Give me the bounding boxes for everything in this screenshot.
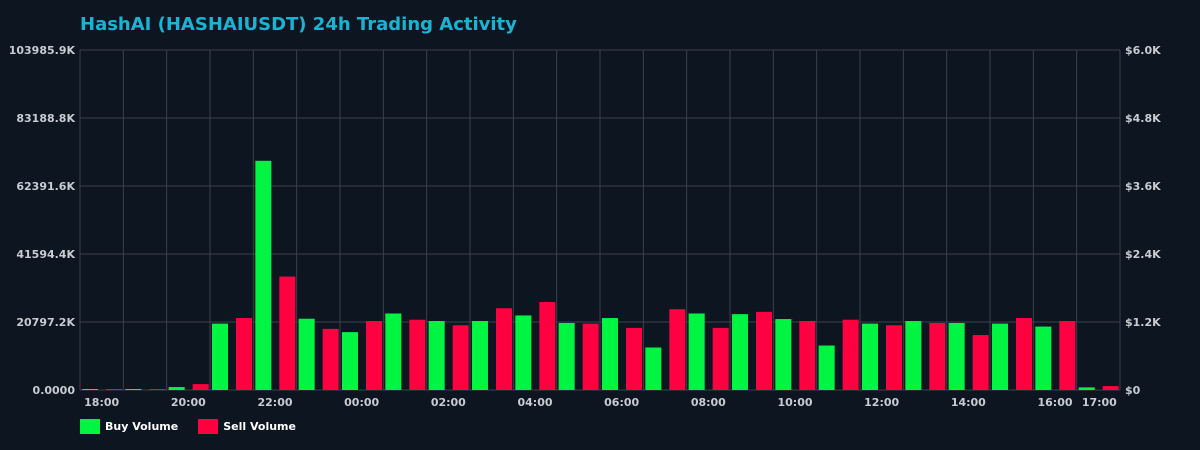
sell-bar-0800 (712, 327, 729, 390)
x-tick-label: 04:00 (517, 396, 552, 409)
sell-bar-1200 (886, 325, 902, 390)
buy-bar-1500 (992, 323, 1008, 390)
y-right-tick-label: $6.0K (1125, 44, 1161, 57)
sell-bar-1100 (842, 319, 859, 390)
buy-bar-0800 (688, 313, 705, 390)
sell-bar-1300 (929, 322, 946, 390)
sell-bar-0300 (496, 308, 512, 390)
x-axis: 18:00 20:00 22:00 00:00 02:00 04:00 06:00 08:00… (84, 396, 1117, 409)
y-right-tick-label: $2.4K (1125, 248, 1161, 261)
sell-bar-2200 (279, 276, 296, 390)
buy-bar-1300 (905, 321, 922, 390)
y-right-tick-label: $3.6K (1125, 180, 1161, 193)
buy-bar-2300 (298, 318, 315, 390)
y-left-tick-label: 62391.6K (16, 180, 75, 193)
buy-bar-0700 (645, 347, 662, 390)
x-tick-label: 06:00 (604, 396, 639, 409)
x-tick-label: 02:00 (431, 396, 466, 409)
x-tick-label: 10:00 (777, 396, 812, 409)
x-tick-label: 17:00 (1082, 396, 1117, 409)
y-left-tick-label: 83188.8K (16, 112, 75, 125)
sell-bar-0400 (539, 302, 556, 390)
x-tick-label: 18:00 (84, 396, 119, 409)
sell-bar-0100 (409, 319, 426, 390)
buy-bar-1800 (82, 389, 98, 390)
sell-bar-1700 (1102, 386, 1119, 390)
buy-bar-1900 (125, 389, 142, 390)
legend-swatch-sell (198, 419, 219, 434)
grid-lines (79, 49, 1121, 391)
sell-bar-0500 (582, 323, 599, 390)
sell-bar-0900 (756, 311, 772, 390)
legend-item-buy[interactable]: Buy Volume (80, 419, 178, 434)
y-right-tick-label: $1.2K (1125, 316, 1161, 329)
y-right-tick-label: $0 (1125, 384, 1141, 397)
legend-item-sell[interactable]: Sell Volume (198, 419, 296, 434)
chart-title: HashAI (HASHAIUSDT) 24h Trading Activity (80, 14, 517, 35)
x-tick-label: 16:00 (1037, 396, 1072, 409)
legend-swatch-buy (80, 419, 100, 434)
x-tick-label: 08:00 (691, 396, 726, 409)
y-left-tick-label: 103985.9K (9, 44, 76, 57)
sell-bar-0000 (366, 321, 382, 390)
buy-bar-1000 (775, 319, 792, 390)
buy-bar-0200 (428, 321, 445, 390)
legend-label-sell: Sell Volume (223, 420, 296, 433)
y-left-tick-label: 20797.2K (16, 316, 75, 329)
y-axis-left: 0.0000 20797.2K 41594.4K 62391.6K 83188.8K 10… (9, 44, 76, 397)
legend-label-buy: Buy Volume (105, 420, 179, 433)
sell-bar-1500 (1016, 318, 1032, 390)
buy-bar-1400 (948, 322, 965, 390)
sell-bar-0200 (452, 325, 469, 390)
x-tick-label: 22:00 (257, 396, 292, 409)
sell-bar-1400 (972, 335, 989, 390)
buy-bar-0900 (732, 314, 748, 390)
y-right-tick-label: $4.8K (1125, 112, 1161, 125)
buy-bar-0500 (558, 322, 575, 390)
buy-bar-0100 (385, 313, 402, 390)
buy-bar-0300 (472, 321, 488, 390)
sell-bar-0600 (626, 327, 642, 390)
sell-bar-1800 (106, 389, 122, 390)
buy-bar-1100 (818, 345, 835, 390)
bars (82, 160, 1119, 390)
legend: Buy Volume Sell Volume (80, 419, 316, 434)
sell-bar-2100 (236, 318, 252, 390)
buy-bar-1200 (862, 323, 878, 390)
buy-bar-1600 (1035, 326, 1052, 390)
x-tick-label: 00:00 (344, 396, 379, 409)
x-tick-label: 20:00 (171, 396, 206, 409)
x-tick-label: 14:00 (951, 396, 986, 409)
buy-bar-0400 (515, 315, 532, 390)
sell-bar-1900 (149, 389, 166, 390)
buy-bar-0600 (602, 318, 618, 390)
buy-bar-2100 (212, 323, 228, 390)
buy-bar-1700 (1078, 387, 1095, 390)
sell-bar-1000 (799, 321, 816, 390)
buy-bar-0000 (342, 332, 358, 390)
sell-bar-2300 (322, 328, 339, 390)
buy-bar-2200 (255, 160, 272, 390)
x-tick-label: 12:00 (864, 396, 899, 409)
buy-bar-2000 (168, 387, 185, 390)
sell-bar-2000 (192, 384, 209, 390)
y-axis-right: $0 $1.2K $2.4K $3.6K $4.8K $6.0K (1125, 44, 1161, 397)
sell-bar-1600 (1059, 321, 1076, 390)
y-left-tick-label: 41594.4K (16, 248, 75, 261)
y-left-tick-label: 0.0000 (33, 384, 76, 397)
sell-bar-0700 (669, 309, 686, 390)
